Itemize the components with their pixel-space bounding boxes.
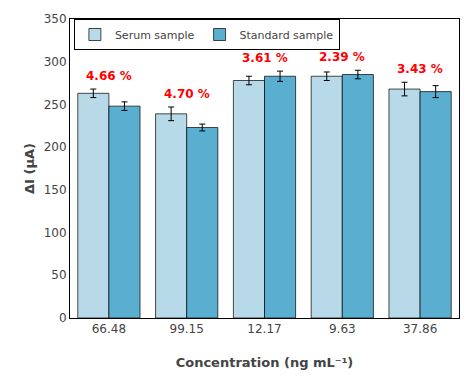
svg-text:12.17: 12.17 — [247, 322, 281, 336]
svg-text:350: 350 — [44, 12, 67, 26]
svg-text:2.39 %: 2.39 % — [319, 50, 365, 64]
svg-text:66.48: 66.48 — [92, 322, 126, 336]
svg-text:300: 300 — [44, 55, 67, 69]
svg-text:9.63: 9.63 — [329, 322, 356, 336]
svg-text:Serum sample: Serum sample — [115, 29, 195, 42]
svg-text:100: 100 — [44, 226, 67, 240]
svg-text:4.66 %: 4.66 % — [86, 69, 132, 83]
svg-text:Concentration (ng mL⁻¹): Concentration (ng mL⁻¹) — [176, 355, 354, 370]
svg-text:150: 150 — [44, 183, 67, 197]
svg-text:3.43 %: 3.43 % — [397, 62, 443, 76]
svg-text:37.86: 37.86 — [403, 322, 437, 336]
svg-text:99.15: 99.15 — [170, 322, 204, 336]
svg-text:0: 0 — [59, 311, 67, 325]
svg-text:250: 250 — [44, 98, 67, 112]
svg-text:4.70 %: 4.70 % — [164, 87, 210, 101]
svg-text:3.61 %: 3.61 % — [242, 51, 288, 65]
svg-text:50: 50 — [51, 268, 66, 282]
svg-text:200: 200 — [44, 140, 67, 154]
svg-text:Standard sample: Standard sample — [240, 29, 334, 42]
svg-text:ΔI (μA): ΔI (μA) — [22, 143, 37, 194]
